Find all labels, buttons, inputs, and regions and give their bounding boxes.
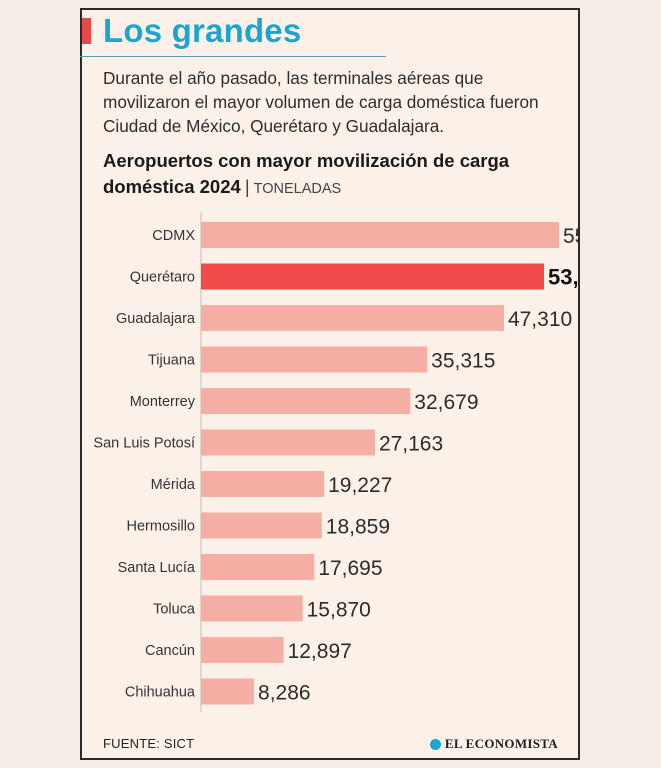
value-label: 55,905	[563, 225, 580, 248]
page-title: Los grandes	[103, 12, 302, 49]
intro-text: Durante el año pasado, las terminales aé…	[103, 68, 539, 136]
category-label: Cancún	[145, 643, 195, 659]
bar-8	[201, 554, 315, 580]
title-accent-bar	[82, 18, 91, 44]
chart-title: Aeropuertos con mayor movilización de ca…	[103, 150, 510, 197]
category-label: Mérida	[151, 477, 196, 493]
category-label: Tijuana	[148, 353, 196, 369]
value-label: 47,310	[508, 308, 572, 331]
bar-11	[201, 678, 255, 705]
unit-label: TONELADAS	[253, 181, 342, 197]
category-label: Hermosillo	[127, 519, 196, 535]
title-separator: |	[244, 176, 250, 197]
bars-layer: CDMX 55,905 Querétaro 53,564 Guadalajara 47,3…	[93, 222, 580, 705]
bar-9	[201, 595, 303, 622]
category-label: Chihuahua	[125, 685, 196, 701]
value-label: 8,286	[258, 682, 311, 705]
bar-3	[201, 346, 428, 373]
bar-0	[201, 222, 559, 248]
brand-icon	[429, 738, 441, 750]
category-label: San Luis Potosí	[93, 436, 195, 452]
category-label: CDMX	[152, 228, 195, 244]
title-underline	[80, 14, 386, 57]
category-label: Guadalajara	[116, 311, 196, 327]
category-label: Santa Lucía	[118, 560, 196, 576]
bar-10	[201, 637, 284, 663]
brand-logo: EL ECONOMISTA	[429, 736, 558, 752]
bar-chart: CDMX 55,905 Querétaro 53,564 Guadalajara 47,3…	[93, 212, 580, 712]
value-label: 18,859	[326, 516, 390, 539]
category-label: Toluca	[153, 602, 196, 618]
bar-2	[201, 305, 504, 331]
value-label: 32,679	[414, 391, 478, 414]
value-label: 15,870	[307, 599, 371, 622]
value-label: 35,315	[431, 350, 495, 373]
category-label: Querétaro	[130, 270, 195, 286]
source-note: FUENTE: SICT	[103, 736, 195, 751]
bar-1	[201, 263, 545, 290]
brand-name: EL ECONOMISTA	[444, 736, 558, 751]
bar-6	[201, 471, 325, 497]
chart-subtitle: Aeropuertos con mayor movilización de ca…	[103, 148, 553, 202]
category-label: Monterrey	[130, 394, 196, 410]
chart-card	[80, 8, 580, 760]
value-label: 27,163	[379, 433, 443, 456]
bar-4	[201, 388, 411, 414]
value-label: 19,227	[328, 474, 392, 497]
value-label: 12,897	[288, 640, 352, 663]
value-label: 53,564	[548, 265, 580, 290]
value-label: 17,695	[318, 557, 382, 580]
bar-7	[201, 512, 322, 539]
bar-5	[201, 429, 375, 456]
